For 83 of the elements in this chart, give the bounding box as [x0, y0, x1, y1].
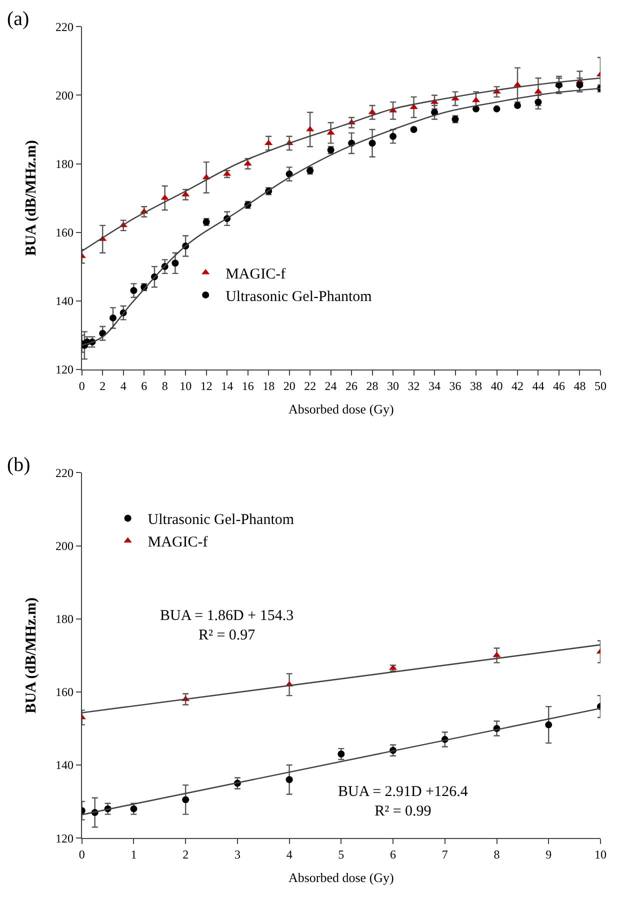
y-tick-label: 140	[55, 294, 74, 308]
x-tick-label: 10	[180, 378, 192, 393]
x-tick-label: 3	[234, 847, 240, 862]
point	[534, 88, 542, 94]
x-tick-label: 9	[546, 847, 552, 862]
x-tick-label: 40	[490, 378, 503, 393]
y-tick-label: 160	[55, 685, 74, 700]
point	[182, 796, 190, 804]
point	[493, 105, 500, 112]
x-tick-label: 24	[324, 378, 337, 393]
x-tick-label: 18	[262, 378, 275, 393]
x-tick-label: 5	[338, 847, 344, 862]
x-tick-label: 1	[130, 847, 137, 862]
point	[514, 102, 522, 109]
point	[472, 105, 480, 112]
annotation: BUA = 2.91D +126.4 R² = 0.99	[338, 784, 468, 820]
point	[338, 750, 345, 758]
x-tick-label: 16	[242, 378, 254, 393]
x-tick-label: 12	[200, 378, 212, 393]
x-axis-title: Absorbed dose (Gy)	[288, 870, 394, 886]
x-tick-label: 7	[442, 847, 448, 862]
point	[368, 108, 376, 114]
x-tick-label: 4	[120, 378, 126, 393]
point	[286, 776, 293, 784]
y-axis-title: BUA (dB/MHz.m)	[24, 140, 40, 256]
legend-label: MAGIC-f	[148, 534, 208, 551]
x-tick-label: 48	[574, 378, 586, 393]
x-tick-label: 2	[182, 847, 189, 862]
x-tick-label: 20	[283, 378, 296, 393]
x-tick-label: 8	[162, 378, 168, 393]
x-tick-label: 10	[594, 847, 606, 862]
point	[390, 132, 397, 140]
y-tick-label: 120	[55, 362, 74, 377]
x-tick-label: 4	[286, 847, 292, 862]
y-tick-label: 180	[55, 156, 74, 171]
y-tick-label: 120	[55, 831, 74, 846]
x-tick-label: 44	[532, 378, 544, 393]
point	[244, 160, 252, 166]
y-axis-title: BUA (dB/MHz.m)	[24, 597, 40, 714]
point	[130, 805, 138, 812]
x-tick-label: 14	[221, 378, 234, 393]
legend-label: Ultrasonic Gel-Phantom	[148, 512, 294, 528]
x-tick-label: 6	[390, 847, 396, 862]
y-tick-label: 180	[55, 612, 74, 626]
x-tick-label: 30	[387, 378, 400, 393]
x-tick-label: 2	[100, 378, 106, 393]
point	[172, 260, 179, 267]
x-tick-label: 8	[494, 847, 500, 862]
x-tick-label: 22	[304, 378, 316, 393]
point	[410, 126, 418, 133]
y-tick-label: 220	[55, 20, 74, 34]
annotation: BUA = 1.86D + 154.3 R² = 0.97	[160, 608, 294, 644]
y-tick-label: 220	[55, 466, 74, 480]
y-tick-label: 140	[55, 758, 74, 772]
point	[110, 314, 116, 322]
y-tick-label: 200	[55, 539, 74, 554]
x-tick-label: 0	[78, 847, 85, 862]
point	[368, 140, 376, 147]
y-tick-label: 160	[55, 225, 74, 240]
x-tick-label: 46	[552, 378, 565, 393]
x-axis-title: Absorbed dose (Gy)	[288, 401, 394, 416]
chart-title: (b)	[7, 454, 30, 476]
point	[326, 129, 335, 135]
x-tick-label: 38	[470, 378, 482, 393]
x-tick-label: 42	[512, 378, 524, 393]
chart-title: (a)	[7, 8, 30, 30]
point	[306, 126, 314, 132]
legend-label: MAGIC-f	[226, 266, 286, 282]
x-tick-label: 26	[346, 378, 358, 393]
legend-label: Ultrasonic Gel-Phantom	[226, 288, 372, 305]
point	[130, 287, 138, 294]
x-tick-label: 6	[141, 378, 148, 393]
x-tick-label: 32	[408, 378, 420, 393]
x-tick-label: 0	[78, 378, 85, 393]
point	[545, 721, 552, 728]
x-tick-label: 28	[366, 378, 378, 393]
point	[576, 81, 584, 88]
point	[492, 652, 501, 658]
x-tick-label: 34	[428, 378, 441, 393]
x-tick-label: 36	[449, 378, 462, 393]
y-tick-label: 200	[55, 88, 74, 102]
point	[534, 98, 542, 106]
x-tick-label: 50	[594, 378, 606, 393]
